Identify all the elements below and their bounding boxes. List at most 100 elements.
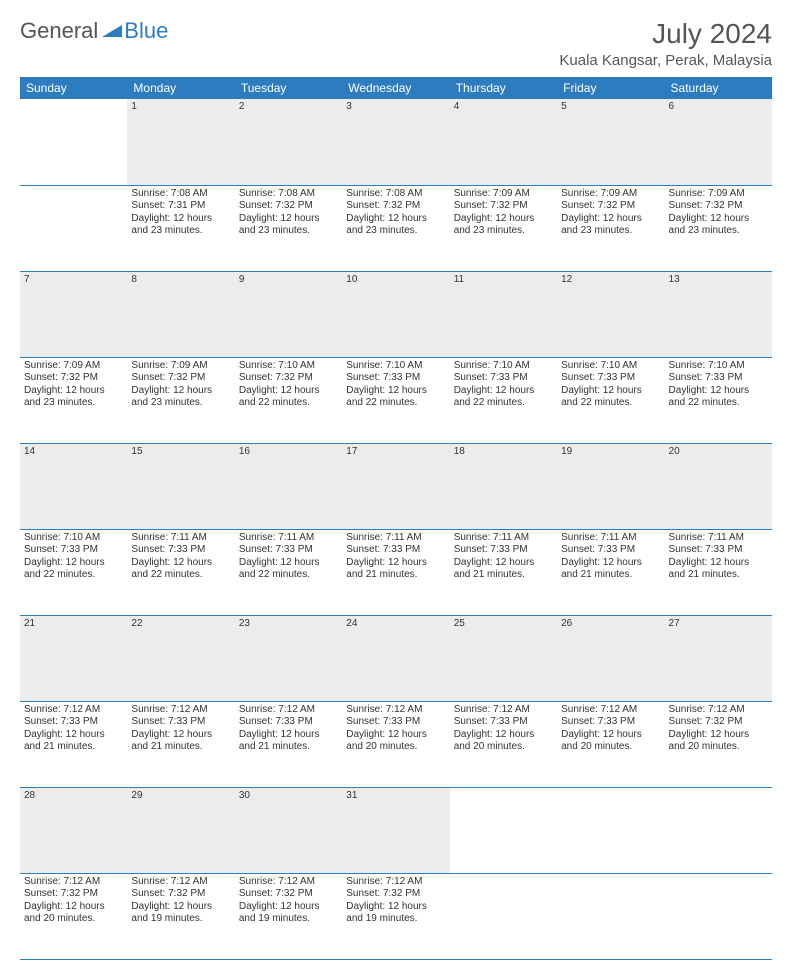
sunset-line: Sunset: 7:32 PM [454, 200, 553, 213]
day-number-cell: 9 [235, 271, 342, 357]
day-content-cell: Sunrise: 7:10 AMSunset: 7:33 PMDaylight:… [665, 357, 772, 443]
daylight-line: Daylight: 12 hours and 21 minutes. [561, 557, 660, 582]
daylight-line: Daylight: 12 hours and 21 minutes. [131, 729, 230, 754]
day-number-cell: 23 [235, 615, 342, 701]
sunrise-line: Sunrise: 7:11 AM [131, 532, 230, 545]
brand-triangle-icon [102, 21, 122, 42]
daylight-line: Daylight: 12 hours and 19 minutes. [239, 901, 338, 926]
sunset-line: Sunset: 7:33 PM [346, 716, 445, 729]
day-content-cell: Sunrise: 7:12 AMSunset: 7:32 PMDaylight:… [342, 873, 449, 959]
sunrise-line: Sunrise: 7:12 AM [454, 704, 553, 717]
sunset-line: Sunset: 7:32 PM [239, 372, 338, 385]
day-content-cell [557, 873, 664, 959]
daylight-line: Daylight: 12 hours and 23 minutes. [561, 213, 660, 238]
sunset-line: Sunset: 7:33 PM [561, 544, 660, 557]
daylight-line: Daylight: 12 hours and 22 minutes. [346, 385, 445, 410]
day-content-cell: Sunrise: 7:08 AMSunset: 7:32 PMDaylight:… [235, 185, 342, 271]
sunrise-line: Sunrise: 7:10 AM [669, 360, 768, 373]
day-number-cell [557, 787, 664, 873]
daylight-line: Daylight: 12 hours and 23 minutes. [131, 385, 230, 410]
day-number-cell: 17 [342, 443, 449, 529]
sunrise-line: Sunrise: 7:11 AM [346, 532, 445, 545]
daylight-line: Daylight: 12 hours and 19 minutes. [131, 901, 230, 926]
day-content-cell: Sunrise: 7:10 AMSunset: 7:33 PMDaylight:… [450, 357, 557, 443]
sunset-line: Sunset: 7:32 PM [669, 200, 768, 213]
day-content-row: Sunrise: 7:09 AMSunset: 7:32 PMDaylight:… [20, 357, 772, 443]
day-content-cell: Sunrise: 7:09 AMSunset: 7:32 PMDaylight:… [665, 185, 772, 271]
day-number-cell: 5 [557, 99, 664, 185]
day-number-cell: 4 [450, 99, 557, 185]
day-number-cell: 15 [127, 443, 234, 529]
day-number-cell: 30 [235, 787, 342, 873]
daylight-line: Daylight: 12 hours and 20 minutes. [346, 729, 445, 754]
month-title: July 2024 [559, 18, 772, 50]
daylight-line: Daylight: 12 hours and 21 minutes. [239, 729, 338, 754]
sunrise-line: Sunrise: 7:08 AM [239, 188, 338, 201]
sunset-line: Sunset: 7:32 PM [561, 200, 660, 213]
day-content-cell: Sunrise: 7:11 AMSunset: 7:33 PMDaylight:… [127, 529, 234, 615]
day-number-row: 28293031 [20, 787, 772, 873]
brand-part2: Blue [124, 18, 168, 44]
sunset-line: Sunset: 7:32 PM [131, 888, 230, 901]
day-number-row: 14151617181920 [20, 443, 772, 529]
sunset-line: Sunset: 7:33 PM [24, 716, 123, 729]
sunset-line: Sunset: 7:32 PM [346, 200, 445, 213]
sunrise-line: Sunrise: 7:11 AM [239, 532, 338, 545]
day-content-cell: Sunrise: 7:09 AMSunset: 7:32 PMDaylight:… [20, 357, 127, 443]
daylight-line: Daylight: 12 hours and 23 minutes. [454, 213, 553, 238]
daylight-line: Daylight: 12 hours and 19 minutes. [346, 901, 445, 926]
day-number-row: 21222324252627 [20, 615, 772, 701]
weekday-header: Sunday [20, 77, 127, 99]
calendar-table: SundayMondayTuesdayWednesdayThursdayFrid… [20, 77, 772, 960]
day-content-row: Sunrise: 7:12 AMSunset: 7:32 PMDaylight:… [20, 873, 772, 959]
daylight-line: Daylight: 12 hours and 20 minutes. [561, 729, 660, 754]
day-content-cell: Sunrise: 7:11 AMSunset: 7:33 PMDaylight:… [557, 529, 664, 615]
day-content-cell: Sunrise: 7:12 AMSunset: 7:33 PMDaylight:… [127, 701, 234, 787]
sunrise-line: Sunrise: 7:10 AM [239, 360, 338, 373]
sunrise-line: Sunrise: 7:11 AM [669, 532, 768, 545]
day-number-cell: 6 [665, 99, 772, 185]
sunset-line: Sunset: 7:33 PM [131, 716, 230, 729]
day-content-cell: Sunrise: 7:12 AMSunset: 7:33 PMDaylight:… [342, 701, 449, 787]
sunrise-line: Sunrise: 7:09 AM [24, 360, 123, 373]
day-number-cell: 13 [665, 271, 772, 357]
daylight-line: Daylight: 12 hours and 23 minutes. [239, 213, 338, 238]
day-number-cell: 12 [557, 271, 664, 357]
day-content-cell: Sunrise: 7:09 AMSunset: 7:32 PMDaylight:… [557, 185, 664, 271]
day-content-cell: Sunrise: 7:10 AMSunset: 7:33 PMDaylight:… [557, 357, 664, 443]
sunrise-line: Sunrise: 7:10 AM [24, 532, 123, 545]
sunrise-line: Sunrise: 7:10 AM [346, 360, 445, 373]
daylight-line: Daylight: 12 hours and 22 minutes. [239, 385, 338, 410]
day-content-row: Sunrise: 7:08 AM Sunset: 7:31 PM Daylight:… [20, 185, 772, 271]
daylight-line: Daylight: 12 hours and 21 minutes. [24, 729, 123, 754]
brand-logo: General Blue [20, 18, 168, 44]
sunrise-line: Sunrise: 7:12 AM [346, 704, 445, 717]
day-number-cell: 18 [450, 443, 557, 529]
sunrise-line: Sunrise: 7:12 AM [561, 704, 660, 717]
day-content-cell: Sunrise: 7:10 AMSunset: 7:33 PMDaylight:… [20, 529, 127, 615]
sunrise-line: Sunrise: 7:09 AM [669, 188, 768, 201]
sunset-line: Sunset: 7:33 PM [24, 544, 123, 557]
daylight-line: Daylight: 12 hours and 21 minutes. [454, 557, 553, 582]
sunrise-line: Sunrise: 7:11 AM [454, 532, 553, 545]
day-content-cell: Sunrise: 7:08 AMSunset: 7:32 PMDaylight:… [342, 185, 449, 271]
weekday-header: Monday [127, 77, 234, 99]
sunset-line: Sunset: 7:32 PM [669, 716, 768, 729]
location-text: Kuala Kangsar, Perak, Malaysia [559, 52, 772, 69]
sunrise-line: Sunrise: 7:12 AM [239, 876, 338, 889]
day-content-cell: Sunrise: 7:11 AMSunset: 7:33 PMDaylight:… [235, 529, 342, 615]
sunset-line: Sunset: 7:33 PM [454, 544, 553, 557]
sunrise-line: Sunrise: 7:12 AM [131, 876, 230, 889]
sunset-line: Sunset: 7:32 PM [24, 888, 123, 901]
daylight-line: Daylight: 12 hours and 22 minutes. [239, 557, 338, 582]
day-number-cell: 29 [127, 787, 234, 873]
day-number-cell: 28 [20, 787, 127, 873]
day-content-cell: Sunrise: 7:09 AMSunset: 7:32 PMDaylight:… [127, 357, 234, 443]
sunrise-line: Sunrise: 7:09 AM [561, 188, 660, 201]
day-number-cell: 3 [342, 99, 449, 185]
day-number-cell: 19 [557, 443, 664, 529]
weekday-header: Friday [557, 77, 664, 99]
day-number-cell: 20 [665, 443, 772, 529]
sunset-line: Sunset: 7:31 PM [131, 200, 230, 213]
daylight-line: Daylight: 12 hours and 22 minutes. [131, 557, 230, 582]
